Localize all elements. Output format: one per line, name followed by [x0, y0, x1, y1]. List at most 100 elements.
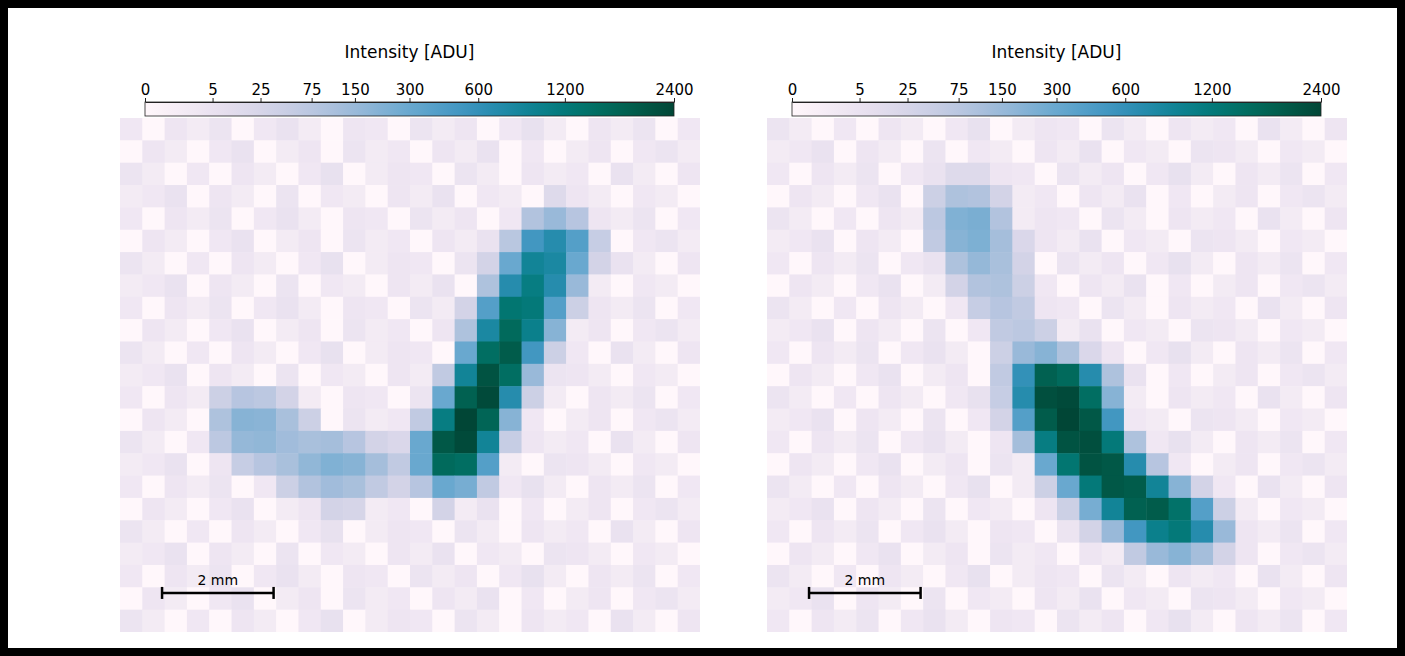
cell	[678, 140, 700, 163]
cell	[834, 498, 857, 521]
cell	[209, 409, 232, 432]
cell	[276, 118, 299, 141]
cell	[879, 587, 902, 610]
cell	[901, 476, 924, 499]
cell	[455, 520, 478, 543]
cell	[879, 163, 902, 186]
cell	[968, 341, 991, 364]
cell	[923, 409, 946, 432]
cell	[1191, 163, 1214, 186]
cell	[321, 140, 344, 163]
cell	[499, 163, 522, 186]
cell	[477, 565, 500, 588]
cell	[923, 252, 946, 275]
cell	[588, 520, 611, 543]
cell	[678, 274, 700, 297]
cell	[432, 140, 455, 163]
cell	[298, 230, 321, 253]
cell	[923, 520, 946, 543]
cell	[298, 565, 321, 588]
cell	[1057, 364, 1080, 387]
cell	[901, 297, 924, 320]
cell	[789, 409, 812, 432]
cell	[789, 587, 812, 610]
cell	[298, 386, 321, 409]
cell	[120, 274, 143, 297]
cell	[1235, 476, 1258, 499]
cell	[187, 610, 210, 632]
cell	[544, 297, 567, 320]
cell	[1169, 610, 1192, 632]
cell	[120, 431, 143, 454]
cell	[410, 207, 433, 230]
colorbar-tick-label: 150	[988, 81, 1017, 99]
cell	[990, 431, 1013, 454]
cell	[522, 409, 545, 432]
cell	[544, 587, 567, 610]
cell	[1124, 610, 1147, 632]
cell	[1191, 453, 1214, 476]
cell	[767, 252, 790, 275]
cell	[901, 520, 924, 543]
cell	[410, 565, 433, 588]
cell	[276, 319, 299, 342]
cell	[254, 476, 277, 499]
cell	[1169, 364, 1192, 387]
cell	[1325, 230, 1347, 253]
cell	[276, 543, 299, 566]
cell	[767, 587, 790, 610]
cell	[856, 364, 879, 387]
cell	[1035, 185, 1058, 208]
colorbar-tick-label: 0	[141, 81, 151, 99]
cell	[812, 587, 835, 610]
cell	[321, 341, 344, 364]
cell	[1057, 140, 1080, 163]
panel: 2 mm05257515030060012002400Intensity [AD…	[767, 42, 1348, 633]
cell	[187, 319, 210, 342]
cell	[1213, 163, 1236, 186]
cell	[1169, 453, 1192, 476]
cell	[789, 185, 812, 208]
cell	[276, 297, 299, 320]
cell	[633, 476, 656, 499]
cell	[990, 610, 1013, 632]
cell	[633, 341, 656, 364]
cell	[1146, 453, 1169, 476]
cell	[1102, 364, 1125, 387]
cell	[1258, 341, 1281, 364]
cell	[1213, 543, 1236, 566]
cell	[321, 297, 344, 320]
cell	[477, 297, 500, 320]
cell	[321, 409, 344, 432]
cell	[1213, 230, 1236, 253]
cell	[655, 610, 678, 632]
cell	[1012, 207, 1035, 230]
cell	[834, 476, 857, 499]
cell	[856, 587, 879, 610]
cell	[1191, 140, 1214, 163]
cell	[120, 409, 143, 432]
cell	[1235, 319, 1258, 342]
cell	[678, 207, 700, 230]
cell	[544, 453, 567, 476]
cell	[1057, 163, 1080, 186]
cell	[789, 543, 812, 566]
cell	[923, 140, 946, 163]
cell	[1191, 297, 1214, 320]
cell	[901, 207, 924, 230]
scale-bar-label: 2 mm	[844, 572, 885, 588]
cell	[232, 297, 255, 320]
cell	[544, 341, 567, 364]
cell	[1325, 207, 1347, 230]
cell	[1146, 587, 1169, 610]
cell	[1102, 185, 1125, 208]
cell	[187, 386, 210, 409]
cell	[298, 610, 321, 632]
cell	[1169, 409, 1192, 432]
cell	[432, 453, 455, 476]
cell	[544, 207, 567, 230]
cell	[1235, 453, 1258, 476]
cell	[276, 386, 299, 409]
cell	[365, 230, 388, 253]
cell	[232, 274, 255, 297]
